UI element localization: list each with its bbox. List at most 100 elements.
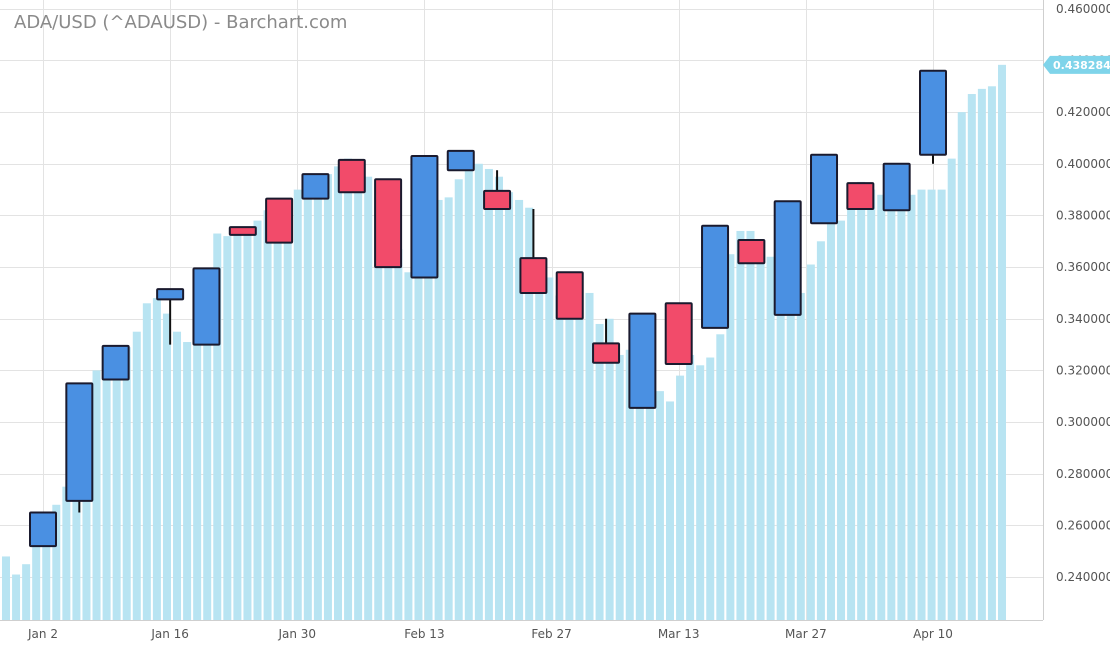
daily-close-bar [585,292,594,620]
x-tick-label: Mar 13 [658,627,700,641]
candle-body [701,224,730,329]
daily-close-bar [203,292,212,620]
chart-title: ADA/USD (^ADAUSD) - Barchart.com [14,12,347,33]
daily-close-bar [826,223,835,620]
daily-close-bar [243,230,252,620]
daily-close-bar [837,220,846,620]
daily-close-bar [92,370,101,620]
x-tick-label: Feb 13 [404,627,444,641]
candle-up [192,267,221,346]
daily-close-bar [464,166,473,620]
y-tick-label: 0.300000 [1056,415,1110,429]
daily-close-bar [696,365,705,620]
daily-close-bar [847,184,856,620]
daily-close-bars [2,64,1006,621]
daily-close-bar [998,64,1006,621]
daily-close-bar [806,264,815,620]
daily-close-bar [132,331,141,620]
daily-close-bar [786,267,795,620]
candle-down [555,271,584,320]
candle-body [737,238,766,265]
candle-up [29,511,57,548]
candle-body [592,342,621,364]
candle-body [156,288,185,301]
daily-close-bar [857,181,866,620]
candle-body [846,182,875,210]
daily-close-bar [2,556,10,620]
daily-close-bar [354,163,363,620]
daily-close-bar [374,197,383,620]
candle-body [301,173,330,200]
daily-close-bar [595,323,604,620]
daily-close-bar [22,564,31,620]
daily-close-bar [877,194,886,620]
daily-close-bar [776,261,785,620]
x-tick-label: Jan 30 [277,627,316,641]
candle-body [265,197,294,244]
daily-close-bar [766,256,775,620]
daily-close-bar [977,88,986,621]
daily-close-bar [635,370,644,620]
daily-close-bar [32,535,41,620]
candle-down [846,182,875,210]
daily-close-bar [494,176,503,620]
candle-up [410,155,439,279]
daily-close-bar [404,272,413,620]
candle-body [446,149,475,172]
y-tick-label: 0.340000 [1056,312,1110,326]
daily-close-bar [293,189,302,620]
candle-body [65,382,94,502]
candle-up [65,382,94,513]
daily-close-bar [756,261,765,620]
daily-close-bar [535,267,544,620]
daily-close-bar [957,112,966,621]
daily-close-bar [887,192,896,620]
y-tick-label: 0.400000 [1056,157,1110,171]
candle-up [701,224,730,329]
daily-close-bar [193,326,202,620]
candlesticks [29,69,947,548]
daily-close-bar [575,295,584,620]
daily-close-bar [162,313,171,620]
axes [0,0,1044,621]
candle-body [228,226,257,236]
x-tick-label: Mar 27 [785,627,827,641]
daily-close-bar [474,163,483,620]
daily-close-bar [414,264,423,620]
daily-close-bar [82,409,91,620]
daily-close-bar [233,228,242,620]
daily-close-bar [283,202,292,620]
candle-body [101,344,130,381]
daily-close-bar [313,179,322,620]
daily-close-bar [927,189,936,620]
candle-down [374,178,403,269]
daily-close-bar [706,357,715,620]
x-tick-label: Jan 16 [150,627,189,641]
daily-close-bar [967,94,976,620]
y-tick-label: 0.280000 [1056,467,1110,481]
daily-close-bar [525,207,534,620]
daily-close-bar [62,486,71,620]
daily-close-bar [645,404,654,620]
daily-close-bar [384,238,393,620]
daily-close-bar [746,230,755,620]
daily-close-bar [686,354,695,620]
y-tick-label: 0.420000 [1056,105,1110,119]
y-axis-ticks: 0.4600000.4400000.4200000.4000000.380000… [1056,2,1110,584]
daily-close-bar [42,520,51,620]
candle-body [628,312,657,409]
daily-close-bar [173,331,182,620]
x-tick-label: Jan 2 [27,627,58,641]
candle-up [919,69,947,164]
candle-down [483,170,512,210]
candle-up [773,200,802,316]
candle-up [156,288,185,345]
daily-close-bar [937,189,946,620]
daily-close-bar [52,504,61,620]
daily-close-bar [72,435,81,620]
candle-body [410,155,439,279]
last-price-label: 0.438284 [1053,59,1110,72]
daily-close-bar [213,233,222,620]
daily-close-bar [816,241,825,620]
